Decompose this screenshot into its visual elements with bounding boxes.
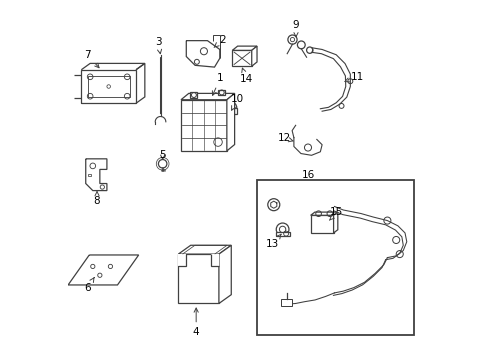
Text: 5: 5 [159, 150, 165, 160]
Polygon shape [226, 93, 234, 151]
Text: 11: 11 [344, 72, 363, 82]
Text: 7: 7 [84, 50, 99, 68]
Text: 6: 6 [84, 278, 94, 293]
Text: 12: 12 [277, 133, 293, 143]
Text: 15: 15 [329, 207, 343, 220]
Text: 3: 3 [154, 37, 161, 54]
Polygon shape [333, 212, 337, 233]
Bar [224, 108, 237, 114]
Bar [310, 215, 333, 233]
Bar [256, 180, 413, 335]
Polygon shape [178, 245, 231, 254]
Text: 9: 9 [292, 20, 299, 37]
Bar [275, 231, 289, 236]
Bar [181, 100, 226, 151]
Polygon shape [310, 212, 337, 215]
Bar [218, 90, 225, 95]
Bar [281, 299, 292, 306]
Bar [190, 92, 197, 98]
Bar [211, 254, 219, 266]
Bar [178, 254, 219, 303]
Text: 16: 16 [301, 170, 314, 180]
Text: 2: 2 [214, 35, 225, 48]
Bar [232, 50, 251, 66]
Polygon shape [251, 46, 257, 66]
Bar [88, 174, 91, 176]
Polygon shape [181, 93, 234, 100]
Polygon shape [219, 245, 231, 303]
Circle shape [158, 159, 166, 168]
Text: 4: 4 [192, 308, 199, 337]
Text: 10: 10 [230, 94, 244, 110]
Text: 1: 1 [212, 73, 224, 95]
Bar [178, 254, 186, 266]
Polygon shape [232, 46, 257, 50]
Text: 13: 13 [265, 234, 281, 249]
Text: 8: 8 [94, 190, 100, 206]
Text: 14: 14 [239, 68, 252, 85]
